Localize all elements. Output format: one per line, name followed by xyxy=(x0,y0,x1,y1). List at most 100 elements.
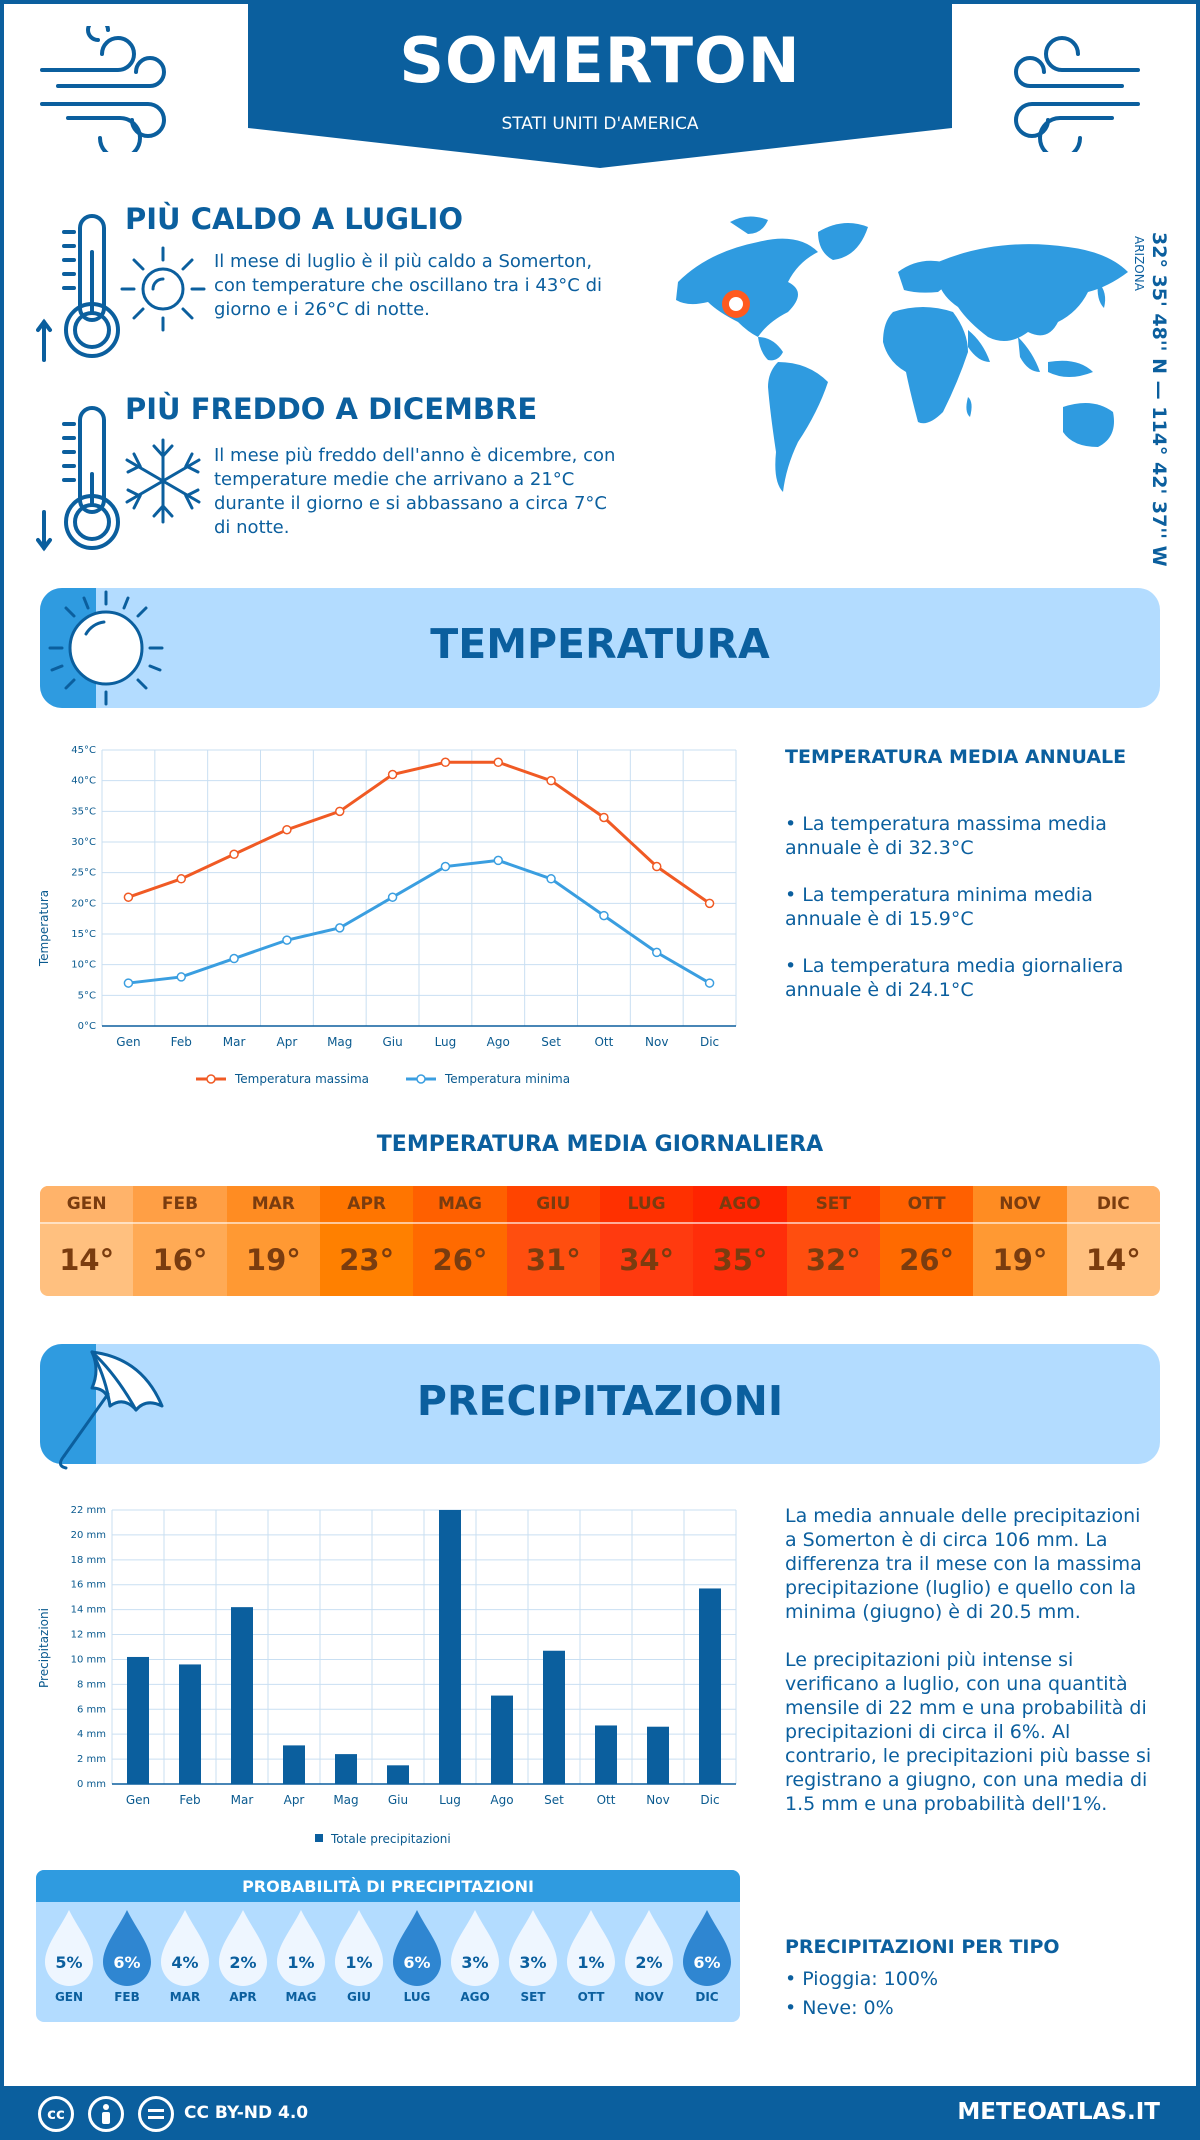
x-tick-label: Mar xyxy=(223,1035,246,1049)
daily-month-label: GEN xyxy=(40,1186,134,1224)
probability-drop-apr: 2% APR xyxy=(214,1902,272,2004)
raindrop-icon: 6% xyxy=(393,1910,441,1986)
daily-month-label: GIU xyxy=(506,1186,600,1224)
raindrop-shape xyxy=(393,1910,441,1986)
raindrop-icon: 2% xyxy=(219,1910,267,1986)
probability-value: 1% xyxy=(287,1953,314,1972)
max-temperature-point xyxy=(440,757,451,768)
x-tick-label: Gen xyxy=(126,1793,150,1807)
probability-value: 2% xyxy=(229,1953,256,1972)
precipitation-title: PRECIPITAZIONI xyxy=(416,1377,784,1425)
site-link[interactable]: METEOATLAS.IT xyxy=(957,2099,1160,2125)
umbrella-icon xyxy=(59,1350,164,1470)
raindrop-shape xyxy=(45,1910,93,1986)
y-tick-label: 35°C xyxy=(71,806,96,817)
sun-icon xyxy=(120,246,206,332)
probability-value: 4% xyxy=(171,1953,198,1972)
probability-month-label: MAG xyxy=(285,1990,317,2004)
max-temperature-point xyxy=(546,775,556,786)
daily-month-label: MAG xyxy=(413,1186,507,1224)
raindrop-icon: 3% xyxy=(451,1910,499,1986)
probability-month-label: SET xyxy=(520,1990,546,2004)
raindrop-shape xyxy=(683,1910,731,1986)
y-tick-label: 25°C xyxy=(71,868,96,879)
daily-temperature-value: 34° xyxy=(619,1243,675,1277)
precipitation-bar xyxy=(647,1726,669,1784)
min-temperature-point xyxy=(546,874,556,884)
annual-temperature-title: TEMPERATURA MEDIA ANNUALE xyxy=(785,746,1127,768)
daily-cell-dic: DIC 14° xyxy=(1066,1186,1160,1296)
cc-icon[interactable]: cc xyxy=(38,2096,74,2132)
daily-cell-giu: GIU 31° xyxy=(506,1186,600,1296)
raindrop-icon: 1% xyxy=(567,1910,615,1986)
daily-cell-mag: MAG 26° xyxy=(413,1186,507,1296)
probability-month-label: GEN xyxy=(54,1990,84,2004)
raindrop-icon: 1% xyxy=(335,1910,383,1986)
probability-drop-nov: 2% NOV xyxy=(620,1902,678,2004)
probability-month-label: AGO xyxy=(460,1990,490,2004)
precipitation-bar xyxy=(179,1664,201,1784)
probability-drop-gen: 5% GEN xyxy=(40,1902,98,2004)
attribution-icon[interactable] xyxy=(88,2096,124,2132)
daily-month-label: MAR xyxy=(226,1186,320,1224)
legend-max-marker xyxy=(206,1074,216,1084)
legend-min-label: Temperatura minima xyxy=(444,1072,570,1086)
probability-month-label: DIC xyxy=(695,1990,719,2004)
x-tick-label: Mar xyxy=(231,1793,254,1807)
x-tick-label: Dic xyxy=(700,1035,719,1049)
raindrop-shape xyxy=(277,1910,325,1986)
max-temperature-point xyxy=(599,812,609,823)
x-tick-label: Nov xyxy=(646,1793,669,1807)
probability-value: 1% xyxy=(577,1953,604,1972)
x-tick-label: Lug xyxy=(435,1035,457,1049)
probability-month-label: NOV xyxy=(634,1990,664,2004)
min-temperature-point xyxy=(229,953,239,964)
x-tick-label: Giu xyxy=(382,1035,402,1049)
daily-month-label: SET xyxy=(786,1186,880,1224)
daily-cell-nov: NOV 19° xyxy=(973,1186,1067,1296)
precipitation-bar xyxy=(595,1725,617,1784)
wind-icon xyxy=(1014,36,1140,152)
raindrop-shape xyxy=(219,1910,267,1986)
y-tick-label: 30°C xyxy=(71,837,96,848)
x-tick-label: Mag xyxy=(333,1793,358,1807)
probability-month-label: APR xyxy=(229,1990,257,2004)
precipitation-chart: 0 mm 2 mm 4 mm 6 mm 8 mm 10 mm 12 mm 14 mm 16 mm… xyxy=(37,1505,737,1846)
daily-month-label: OTT xyxy=(879,1186,974,1224)
snow-text: • Neve: 0% xyxy=(785,1997,894,2019)
min-temperature-point xyxy=(282,935,292,945)
y-tick-label: 8 mm xyxy=(77,1679,106,1690)
x-tick-label: Gen xyxy=(116,1035,140,1049)
legend-precip-label: Totale precipitazioni xyxy=(330,1832,451,1846)
daily-temperature-value: 23° xyxy=(339,1243,395,1277)
region-label: ARIZONA xyxy=(1132,236,1146,291)
temperature-chart: 0°C 5°C 10°C 15°C 20°C 25°C 30°C 35°C 40°C 45°C Ge… xyxy=(37,745,737,1086)
x-tick-label: Ago xyxy=(487,1035,510,1049)
probability-value: 5% xyxy=(55,1953,82,1972)
min-temperature-point xyxy=(123,978,134,988)
raindrop-shape xyxy=(161,1910,209,1986)
hot-title: PIÙ CALDO A LUGLIO xyxy=(125,202,463,236)
raindrop-shape xyxy=(509,1910,557,1986)
max-temperature-point xyxy=(652,861,662,872)
probability-value: 3% xyxy=(519,1953,546,1972)
precip-type-title: PRECIPITAZIONI PER TIPO xyxy=(785,1936,1060,1958)
daily-temperature-title: TEMPERATURA MEDIA GIORNALIERA xyxy=(376,1132,824,1157)
no-derivatives-icon[interactable] xyxy=(138,2096,174,2132)
y-tick-label: 2 mm xyxy=(77,1754,106,1765)
y-tick-label: 5°C xyxy=(78,990,96,1001)
precipitation-header-accent xyxy=(40,1344,96,1464)
cold-text: Il mese più freddo dell'anno è dicembre,… xyxy=(214,445,616,538)
probability-value: 1% xyxy=(345,1953,372,1972)
y-tick-label: 10 mm xyxy=(71,1654,106,1665)
daily-temperature-value: 26° xyxy=(432,1243,488,1277)
max-temperature-point xyxy=(387,769,398,780)
license-text[interactable]: CC BY-ND 4.0 xyxy=(184,2103,309,2123)
header-banner-tip xyxy=(248,128,952,168)
probability-value: 6% xyxy=(403,1953,430,1972)
y-tick-label: 15°C xyxy=(71,929,96,940)
daily-temperature-value: 19° xyxy=(245,1243,301,1277)
x-tick-label: Apr xyxy=(277,1035,298,1049)
daily-temperature-value: 35° xyxy=(712,1243,768,1277)
y-tick-label: 14 mm xyxy=(71,1605,106,1616)
